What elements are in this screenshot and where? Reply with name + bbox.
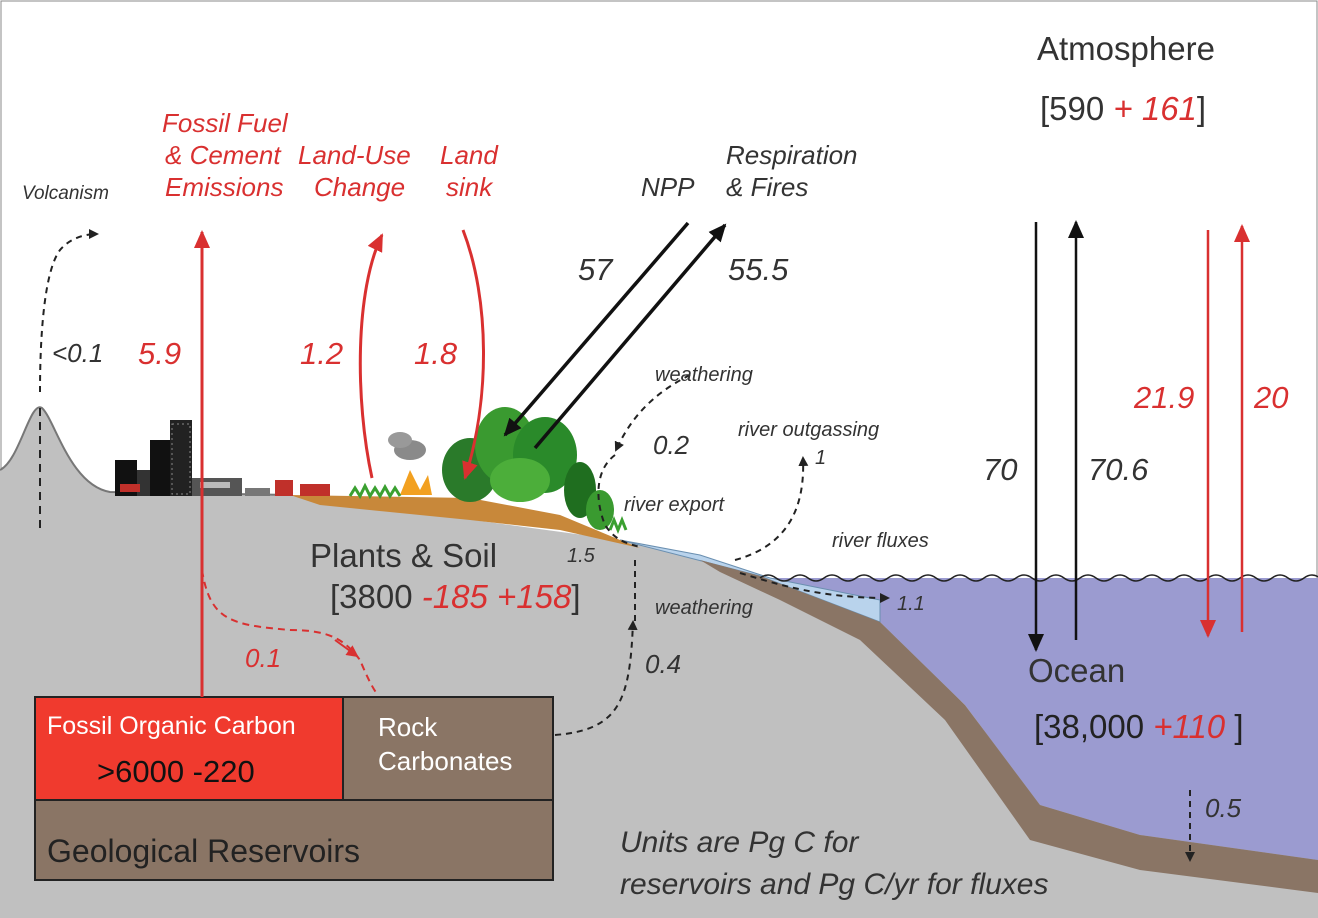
respiration-label-1: Respiration	[726, 140, 858, 170]
geological-reservoirs-label: Geological Reservoirs	[47, 833, 361, 869]
plants-soil-title: Plants & Soil	[310, 537, 498, 574]
land-use-label-2: Change	[314, 172, 406, 202]
flux-ocean-release-anth: 20	[1254, 380, 1289, 415]
plants-soil-stock-anth: -185 +158	[421, 578, 572, 615]
ocean-stock-close: ]	[1225, 708, 1244, 745]
atmosphere-stock: [590 + 161]	[1040, 92, 1206, 125]
river-outgassing-label: river outgassing	[738, 419, 880, 441]
flux-ocean-uptake-natural: 70	[983, 452, 1018, 487]
rock-carbonates-label-2: Carbonates	[378, 746, 513, 776]
flux-river-export: 1.5	[567, 545, 595, 567]
weathering-bottom-label: weathering	[655, 597, 753, 619]
fire-icon	[388, 432, 432, 495]
river-export-arrow	[597, 454, 641, 548]
units-note-2: reservoirs and Pg C/yr for fluxes	[620, 868, 1049, 901]
flux-respiration: 55.5	[728, 252, 789, 287]
fossil-to-surface-arrow	[201, 569, 379, 696]
weathering-top-label: weathering	[655, 364, 753, 386]
ocean-stock-anth: +110	[1153, 708, 1226, 745]
flux-river-to-ocean: 1.1	[897, 593, 925, 615]
weathering-top-arrow	[614, 374, 691, 452]
sediment-layer	[700, 560, 1318, 893]
ocean-stock-base: [38,000	[1034, 708, 1154, 745]
fossil-fuel-label-1: Fossil Fuel	[162, 108, 288, 138]
atmosphere-stock-anth: + 161	[1113, 90, 1197, 127]
units-note-1: Units are Pg C for	[620, 826, 859, 859]
atmosphere-stock-base: [590	[1040, 90, 1114, 127]
fossil-carbon-label: Fossil Organic Carbon	[47, 712, 296, 740]
atmosphere-title: Atmosphere	[1037, 30, 1215, 67]
flux-sediment-burial: 0.5	[1205, 793, 1242, 823]
soil-strip	[290, 495, 640, 548]
flux-weathering-top: 0.2	[653, 430, 690, 460]
ocean-body	[760, 578, 1318, 860]
flux-ocean-uptake-anth: 21.9	[1134, 380, 1195, 415]
ocean-surface-waves	[759, 574, 1318, 582]
fossil-fuel-label-2: & Cement	[165, 140, 281, 170]
geological-reservoirs-box	[34, 799, 554, 881]
land-sink-label-2: sink	[446, 172, 493, 202]
river-outgassing-arrow	[734, 456, 809, 561]
npp-label: NPP	[641, 172, 695, 202]
plants-soil-stock-base: [3800	[330, 578, 422, 615]
flux-land-use: 1.2	[300, 336, 344, 371]
flux-npp: 57	[578, 252, 613, 287]
fossil-carbon-value: >6000 -220	[97, 754, 255, 789]
respiration-label-2: & Fires	[726, 172, 809, 202]
river-export-label: river export	[624, 494, 725, 516]
respiration-arrow	[533, 223, 727, 450]
flux-weathering-bottom: 0.4	[645, 649, 682, 679]
plants-soil-stock-close: ]	[571, 578, 581, 615]
flux-ocean-release-natural: 70.6	[1088, 452, 1149, 487]
river-fluxes-label: river fluxes	[832, 530, 929, 552]
flux-land-sink: 1.8	[414, 336, 458, 371]
river-to-ocean-arrow	[739, 572, 890, 603]
land-use-arrow	[358, 233, 384, 479]
volcanism-arrow-up	[39, 229, 99, 393]
ocean-stock: [38,000 +110 ]	[1034, 710, 1244, 743]
rock-carbonates-label-1: Rock	[378, 712, 438, 742]
flux-fossil-to-surface: 0.1	[245, 643, 282, 673]
ocean-title: Ocean	[1028, 652, 1126, 689]
npp-arrow	[503, 221, 690, 437]
land-sink-arrow	[461, 229, 485, 480]
plants-soil-stock: [3800 -185 +158]	[330, 580, 580, 613]
atmosphere-stock-close: ]	[1196, 90, 1207, 127]
volcanism-label: Volcanism	[22, 183, 109, 204]
flux-river-outgassing: 1	[815, 447, 827, 469]
fossil-to-surface-arrowhead	[334, 639, 359, 658]
city-icon	[115, 420, 330, 496]
fossil-fuel-label-3: Emissions	[165, 172, 284, 202]
flux-volcanism: <0.1	[52, 338, 104, 368]
grass	[348, 482, 402, 500]
land-sink-label-1: Land	[440, 140, 498, 170]
weathering-bottom-arrow	[554, 620, 638, 736]
land-use-label-1: Land-Use	[298, 140, 411, 170]
flux-fossil-fuel: 5.9	[138, 336, 182, 371]
volcano-outline	[0, 406, 291, 496]
